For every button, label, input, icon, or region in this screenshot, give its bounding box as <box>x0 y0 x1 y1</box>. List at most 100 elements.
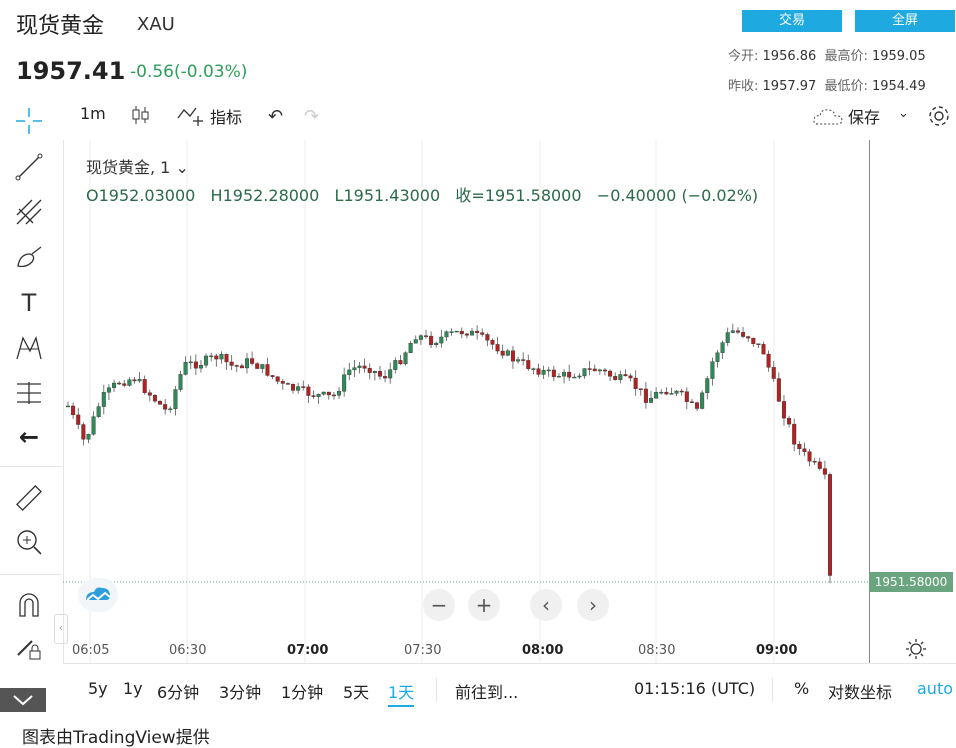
candle-body <box>198 364 203 369</box>
candle-body <box>669 393 674 395</box>
candle-body <box>516 359 521 362</box>
range-1min[interactable]: 1分钟 <box>281 683 324 702</box>
percent-toggle[interactable]: % <box>794 679 810 698</box>
magnet-icon[interactable] <box>12 588 46 622</box>
candle-body <box>285 383 290 385</box>
low-label: 最低价: <box>824 79 868 94</box>
undo-icon[interactable]: ↶ <box>268 106 284 127</box>
indicators-button[interactable]: 指标 <box>210 108 243 127</box>
hide-toolbar-handle[interactable]: ‹ <box>54 614 68 644</box>
zoom-in-icon[interactable] <box>12 525 46 559</box>
candle-body <box>306 386 311 396</box>
save-button[interactable]: 保存 <box>848 108 881 127</box>
cloud-icon[interactable] <box>812 106 844 128</box>
candle-body <box>91 416 96 435</box>
auto-scale-toggle[interactable]: auto <box>917 679 954 698</box>
range-6min[interactable]: 6分钟 <box>157 683 200 702</box>
candle-body <box>331 394 336 397</box>
candle-body <box>556 375 561 378</box>
tool-divider-2 <box>0 574 62 575</box>
candle-body <box>204 355 209 366</box>
bottom-divider <box>436 678 437 702</box>
high-label: 最高价: <box>824 49 868 64</box>
series-label[interactable]: 现货黄金, 1 ⌄ <box>86 154 189 178</box>
candle-body <box>526 360 531 369</box>
text-tool-icon[interactable]: T <box>21 289 37 317</box>
pitchfork-icon[interactable] <box>12 195 46 229</box>
candle-body <box>470 330 475 336</box>
candle-body <box>316 393 321 397</box>
open-label: 今开: <box>728 49 759 64</box>
trend-line-icon[interactable] <box>12 150 46 184</box>
candle-body <box>822 468 827 475</box>
candle-body <box>608 370 613 377</box>
collapse-panel-button[interactable] <box>0 688 46 712</box>
candle-body <box>122 383 127 386</box>
candle-body <box>710 361 715 379</box>
scroll-left-button[interactable]: ‹ <box>530 589 562 621</box>
price-axis-border <box>869 140 870 663</box>
time-tick-label: 07:00 <box>287 643 329 658</box>
lock-pencil-icon[interactable] <box>12 631 46 665</box>
candle-body <box>475 330 480 333</box>
chevron-down-icon[interactable]: ⌄ <box>898 106 909 121</box>
goto-button[interactable]: 前往到... <box>455 683 519 702</box>
range-1d[interactable]: 1天 <box>388 679 415 707</box>
brush-icon[interactable] <box>12 240 46 274</box>
arrow-left-icon[interactable]: ← <box>18 423 40 451</box>
candle-body <box>158 400 163 405</box>
candle-body <box>127 379 132 386</box>
candle-body <box>408 343 413 353</box>
candle-body <box>766 353 771 368</box>
time-tick-label: 09:00 <box>756 643 798 658</box>
indicators-icon[interactable] <box>176 104 206 128</box>
interval-selector[interactable]: 1m <box>80 104 106 123</box>
candle-body <box>178 374 183 390</box>
candle-body <box>352 367 357 371</box>
candle-body <box>429 335 434 346</box>
measure-icon[interactable] <box>12 376 46 410</box>
candle-body <box>592 368 597 372</box>
axis-settings-icon[interactable] <box>905 638 927 660</box>
candle-body <box>413 339 418 344</box>
candle-body <box>280 381 285 384</box>
candle-body <box>735 330 740 333</box>
ruler-icon[interactable] <box>12 481 46 515</box>
pattern-icon[interactable] <box>12 331 46 365</box>
candle-body <box>618 374 623 380</box>
candle-body <box>771 367 776 379</box>
candle-style-icon[interactable] <box>130 104 152 126</box>
crosshair-icon[interactable] <box>12 104 46 138</box>
candle-body <box>751 337 756 344</box>
range-5d[interactable]: 5天 <box>343 683 370 702</box>
range-3min[interactable]: 3分钟 <box>219 683 262 702</box>
candle-body <box>81 424 86 440</box>
tradingview-logo[interactable] <box>78 578 118 612</box>
series-label-text: 现货黄金, 1 <box>86 158 171 177</box>
settings-gear-icon[interactable] <box>927 104 951 128</box>
candle-body <box>776 378 781 402</box>
redo-icon[interactable]: ↷ <box>304 106 320 127</box>
fullscreen-button[interactable]: 全屏 <box>855 10 955 32</box>
candle-body <box>541 369 546 375</box>
candle-body <box>117 382 122 385</box>
scroll-right-button[interactable]: › <box>577 589 609 621</box>
time-tick-label: 06:30 <box>169 643 207 658</box>
range-1y[interactable]: 1y <box>123 679 143 698</box>
zoom-out-button[interactable]: − <box>423 589 455 621</box>
candle-body <box>147 392 152 396</box>
stats-row-1: 今开: 1956.86 最高价: 1959.05 <box>728 45 926 64</box>
candle-body <box>649 397 654 403</box>
range-5y[interactable]: 5y <box>88 679 108 698</box>
time-tick-label: 08:00 <box>522 643 564 658</box>
utc-clock[interactable]: 01:15:16 (UTC) <box>634 679 756 698</box>
page-title: 现货黄金 <box>16 14 105 39</box>
zoom-in-button[interactable]: + <box>468 589 500 621</box>
candle-body <box>490 340 495 345</box>
candle-body <box>807 451 812 462</box>
chevron-down-icon: ⌄ <box>175 158 189 177</box>
log-scale-toggle[interactable]: 对数坐标 <box>828 683 893 702</box>
current-price: 1957.41 <box>16 57 126 85</box>
trade-button[interactable]: 交易 <box>742 10 842 32</box>
